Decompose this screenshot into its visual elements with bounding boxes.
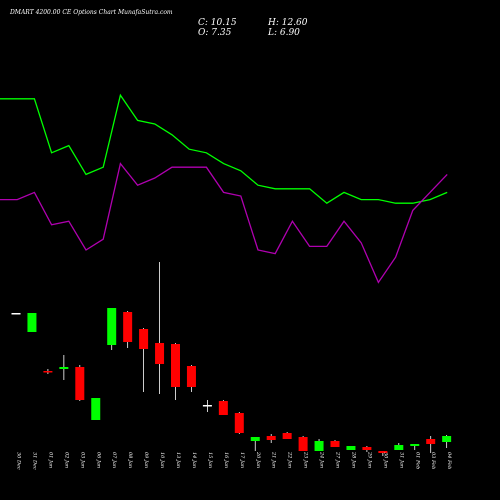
- candle-body: [442, 436, 452, 442]
- candle-body: [394, 445, 404, 450]
- candle-body: [27, 313, 37, 332]
- candle-body: [298, 437, 308, 451]
- chart-title: DMART 4200.00 CE Options Chart MunafaSut…: [9, 9, 173, 16]
- candle-body: [11, 313, 21, 315]
- candle-body: [107, 308, 117, 345]
- candle-body: [378, 451, 388, 453]
- candle-body: [202, 405, 212, 407]
- x-tick-label: 06 Jan: [95, 452, 101, 468]
- x-tick-label: 30 Dec: [16, 452, 22, 470]
- x-tick-label: 08 Jan: [127, 452, 133, 468]
- candle-body: [218, 401, 228, 415]
- candle-body: [155, 343, 165, 364]
- x-tick-label: 15 Jan: [207, 452, 213, 468]
- candle-body: [410, 444, 420, 446]
- candle-body: [362, 447, 372, 450]
- candle-body: [43, 371, 53, 373]
- candle-body: [266, 436, 276, 440]
- x-tick-label: 24 Jan: [319, 451, 325, 468]
- x-tick-label: 04 Feb: [446, 452, 452, 469]
- x-tick-label: 21 Jan: [271, 451, 277, 468]
- x-tick-label: 28 Jan: [350, 451, 356, 468]
- high-value: H: 12.60: [267, 18, 308, 28]
- x-tick-label: 14 Jan: [191, 452, 197, 468]
- x-tick-label: 09 Jan: [143, 452, 149, 468]
- x-tick-label: 27 Jan: [335, 451, 341, 468]
- candle-body: [330, 441, 340, 447]
- candle-body: [75, 367, 85, 400]
- magenta-indicator-line: [0, 162, 448, 284]
- x-tick-label: 07 Jan: [111, 452, 117, 468]
- x-tick-label: 03 Jan: [79, 452, 85, 468]
- candle-body: [234, 413, 244, 433]
- candle-body: [123, 312, 133, 342]
- x-tick-label: 03 Feb: [430, 452, 436, 469]
- x-tick-label: 22 Jan: [287, 451, 293, 468]
- x-tick-label: 31 Jan: [398, 452, 404, 468]
- x-tick-label: 10 Jan: [159, 452, 165, 468]
- candle-body: [171, 344, 180, 387]
- candle-body: [250, 437, 260, 441]
- candle-body: [282, 433, 292, 439]
- x-tick-label: 01 Feb: [414, 452, 420, 469]
- candle-body: [59, 367, 69, 369]
- x-tick-label: 13 Jan: [175, 452, 181, 468]
- x-tick-label: 29 Jan: [366, 451, 372, 468]
- x-tick-label: 30 Jan: [382, 452, 388, 468]
- x-tick-label: 17 Jan: [239, 452, 245, 468]
- green-indicator-line: [0, 93, 448, 205]
- candles: [11, 262, 452, 456]
- x-tick-label: 16 Jan: [223, 452, 229, 468]
- candle-body: [139, 329, 149, 349]
- low-value: L: 6.90: [267, 28, 300, 38]
- open-value: O: 7.35: [198, 28, 232, 38]
- candle-body: [314, 441, 324, 451]
- candle-body: [426, 439, 436, 444]
- candle-body: [346, 446, 356, 450]
- x-axis-ticks: 30 Dec 31 Dec 01 Jan 02 Jan 03 Jan 06 Jan 07 J…: [16, 451, 453, 470]
- candle-body: [91, 398, 101, 420]
- x-tick-label: 31 Dec: [31, 452, 37, 470]
- close-value: C: 10.15: [198, 18, 237, 28]
- x-tick-label: 01 Jan: [47, 452, 53, 468]
- x-tick-label: 02 Jan: [63, 452, 69, 468]
- x-tick-label: 20 Jan: [255, 451, 261, 468]
- indicator-lines: [0, 93, 448, 284]
- x-tick-label: 23 Jan: [303, 451, 309, 468]
- candle-body: [186, 366, 196, 387]
